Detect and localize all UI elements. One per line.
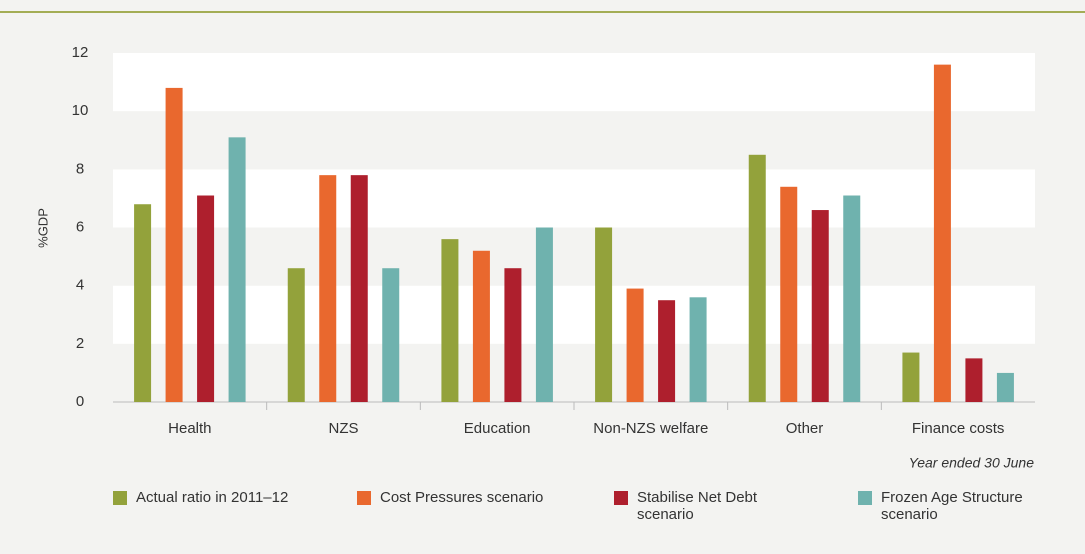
bar [504,268,522,402]
bar [595,227,613,402]
y-tick-label: 12 [72,44,89,61]
grid-band [113,169,1035,228]
bar [535,227,553,402]
bar [843,195,861,402]
bar [472,250,490,402]
y-tick-label: 0 [76,393,84,410]
x-tick-label: Other [786,420,824,437]
bar [902,352,920,402]
bar [319,175,337,402]
bar [350,175,368,402]
legend-label: Stabilise Net Debt scenario [637,489,758,523]
bar [658,300,676,402]
bar [287,268,305,402]
legend-item: Stabilise Net Debt scenario [614,489,798,523]
bar [780,186,798,402]
grid-band [113,111,1035,170]
grid-band [113,343,1035,402]
legend-swatch [614,491,628,505]
bar [134,204,152,402]
x-tick-label: Education [464,420,531,437]
bar [382,268,400,402]
x-tick-label: NZS [329,420,359,437]
bar [165,87,183,403]
grid-band [113,53,1035,112]
grid-band [113,285,1035,344]
legend-label: Actual ratio in 2011–12 [136,489,289,506]
bar [626,288,644,402]
y-tick-label: 6 [76,218,84,235]
legend-swatch [357,491,371,505]
legend-item: Cost Pressures scenario [357,489,611,506]
bar [933,64,951,402]
y-tick-label: 4 [76,277,84,294]
bar [689,297,707,402]
legend-swatch [113,491,127,505]
y-tick-label: 10 [72,102,89,119]
y-tick-label: 2 [76,335,84,352]
legend-label: Frozen Age Structure scenario [881,489,1023,523]
x-tick-label: Health [168,420,211,437]
bar [197,195,215,402]
legend-item: Actual ratio in 2011–12 [113,489,357,506]
bar [965,358,983,402]
y-tick-label: 8 [76,160,84,177]
x-tick-label: Non-NZS welfare [593,420,708,437]
x-tick-label: Finance costs [912,420,1005,437]
x-note: Year ended 30 June [909,455,1035,471]
bar [441,239,459,402]
legend-label: Cost Pressures scenario [380,489,544,506]
bar [228,137,246,402]
bar [748,154,766,402]
grid-band [113,227,1035,286]
y-axis-label: %GDP [35,208,50,248]
bar [996,372,1014,402]
legend-item: Frozen Age Structure scenario [858,489,1057,523]
legend-swatch [858,491,872,505]
bar [811,210,829,402]
